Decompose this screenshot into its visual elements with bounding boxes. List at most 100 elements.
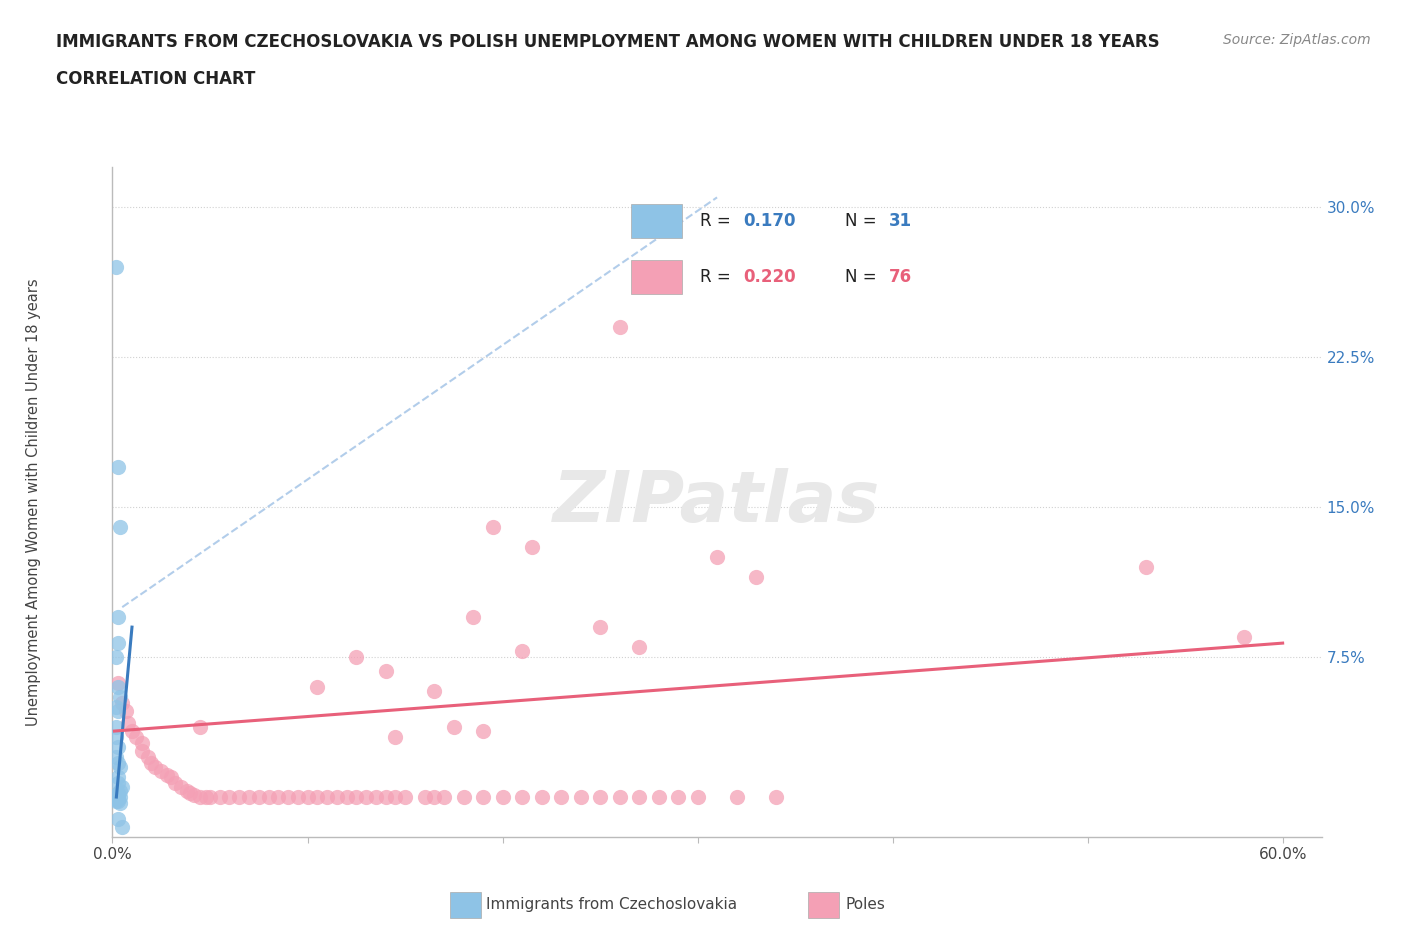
Point (121, 724, 143, 738)
Point (267, 790, 290, 804)
Point (107, 459, 129, 474)
Point (107, 610, 129, 625)
Point (107, 790, 129, 804)
Point (247, 790, 270, 804)
Point (344, 790, 367, 804)
Text: IMMIGRANTS FROM CZECHOSLOVAKIA VS POLISH UNEMPLOYMENT AMONG WOMEN WITH CHILDREN : IMMIGRANTS FROM CZECHOSLOVAKIA VS POLISH… (56, 33, 1160, 50)
Point (335, 790, 357, 804)
Point (208, 790, 231, 804)
Point (287, 790, 309, 804)
Point (550, 790, 572, 804)
Point (725, 790, 748, 804)
Point (107, 786, 129, 801)
Point (160, 770, 183, 785)
Point (745, 570, 768, 585)
Point (110, 520, 132, 535)
Point (316, 790, 339, 804)
Point (105, 699, 128, 714)
Point (238, 790, 260, 804)
Point (228, 790, 250, 804)
Point (111, 819, 134, 834)
Point (105, 259, 128, 274)
Point (510, 644, 533, 658)
Point (195, 790, 218, 804)
Point (628, 790, 651, 804)
Point (609, 320, 631, 335)
Point (307, 790, 329, 804)
Point (110, 784, 132, 799)
Point (344, 650, 367, 665)
Point (188, 720, 211, 735)
Point (107, 793, 129, 808)
Point (472, 790, 495, 804)
Point (257, 790, 280, 804)
Point (105, 750, 128, 764)
Point (183, 788, 205, 803)
Point (115, 704, 138, 719)
Text: ZIPatlas: ZIPatlas (554, 468, 880, 537)
Point (107, 812, 129, 827)
Point (105, 730, 128, 745)
Point (706, 550, 728, 565)
Point (423, 684, 446, 698)
Point (569, 790, 592, 804)
Point (374, 790, 396, 804)
Text: Poles: Poles (845, 897, 884, 912)
Point (423, 790, 446, 804)
Point (110, 795, 132, 810)
Point (1233, 630, 1256, 644)
Point (105, 791, 128, 806)
Point (131, 744, 153, 759)
Point (107, 776, 129, 790)
Point (107, 680, 129, 695)
Point (188, 790, 211, 804)
Point (307, 680, 329, 695)
Point (145, 760, 167, 775)
Point (150, 764, 173, 778)
Point (111, 779, 134, 794)
Point (443, 720, 465, 735)
Point (510, 790, 533, 804)
Point (384, 790, 406, 804)
Point (413, 790, 436, 804)
Point (198, 790, 221, 804)
Point (326, 790, 349, 804)
Point (131, 736, 153, 751)
Point (277, 790, 299, 804)
Point (433, 790, 456, 804)
Point (117, 715, 139, 730)
Point (163, 776, 186, 790)
Point (110, 760, 132, 775)
Point (218, 790, 240, 804)
Point (136, 750, 159, 764)
Point (394, 790, 416, 804)
Point (105, 793, 128, 808)
Point (105, 650, 128, 665)
Point (628, 640, 651, 655)
Point (609, 790, 631, 804)
Point (110, 790, 132, 804)
Point (179, 786, 201, 801)
Point (472, 724, 495, 738)
Point (107, 770, 129, 785)
Point (520, 539, 543, 554)
Point (1135, 560, 1157, 575)
Point (481, 520, 503, 535)
Point (354, 790, 377, 804)
Point (297, 790, 319, 804)
Point (374, 664, 396, 679)
Point (107, 636, 129, 651)
Point (384, 730, 406, 745)
Point (141, 755, 163, 770)
Point (107, 704, 129, 719)
Point (111, 696, 134, 711)
Point (107, 791, 129, 806)
Point (453, 790, 475, 804)
Point (105, 720, 128, 735)
Point (107, 755, 129, 770)
Point (364, 790, 387, 804)
Point (156, 767, 179, 782)
Point (491, 790, 513, 804)
Point (110, 690, 132, 705)
Point (765, 790, 787, 804)
